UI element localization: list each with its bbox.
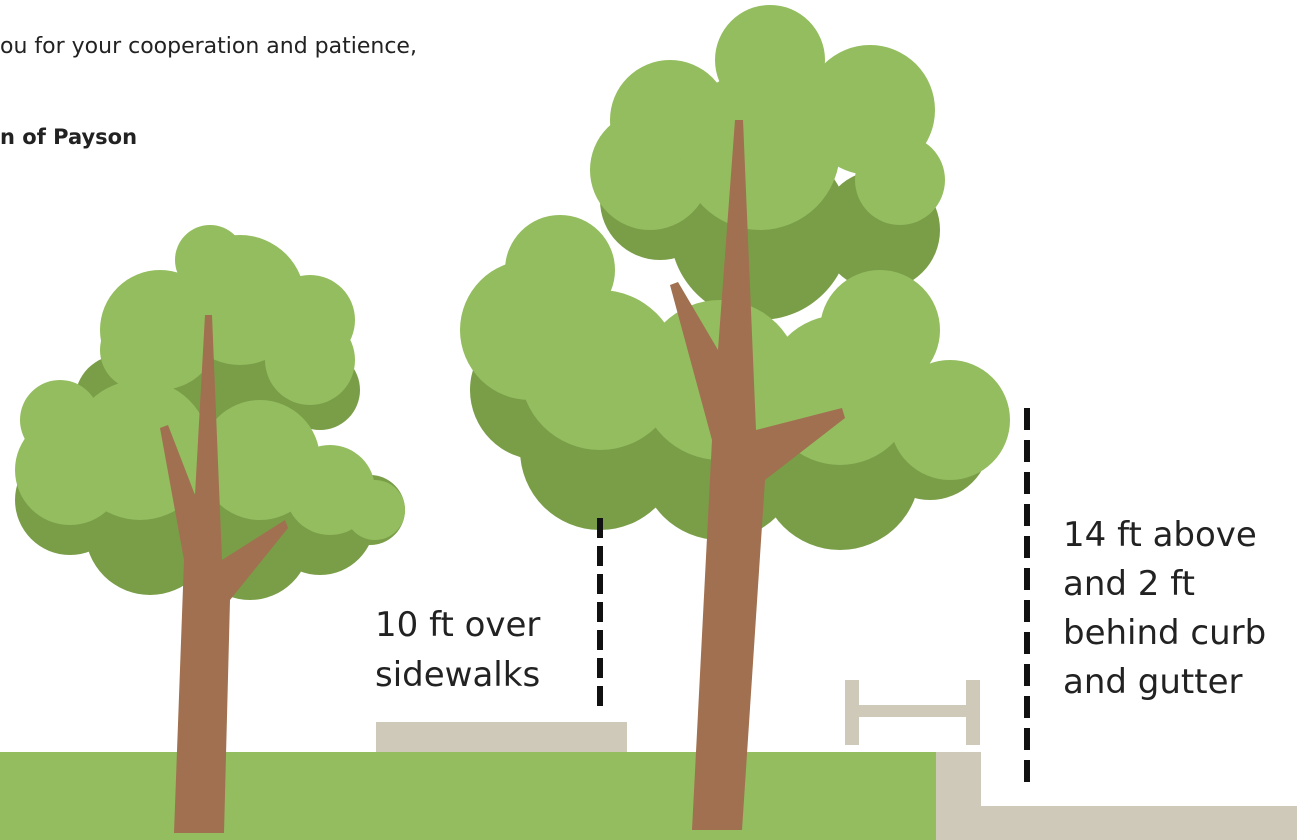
curb: [936, 752, 981, 840]
label-line: behind curb: [1063, 613, 1266, 653]
label-line: and 2 ft: [1063, 564, 1195, 604]
small-tree: [15, 225, 405, 833]
page: ou for your cooperation and patience, n …: [0, 0, 1297, 840]
closing-text: ou for your cooperation and patience,: [0, 34, 417, 59]
label-line: sidewalks: [375, 655, 540, 695]
label-line: and gutter: [1063, 662, 1242, 702]
ground: [0, 752, 936, 840]
street: [981, 806, 1297, 840]
setback-bracket: [845, 680, 980, 745]
illustration: ou for your cooperation and patience, n …: [0, 0, 1297, 840]
sidewalk-label: 10 ft over sidewalks: [375, 605, 551, 695]
label-line: 10 ft over: [375, 605, 540, 645]
signature: n of Payson: [0, 125, 137, 149]
street-label: 14 ft above and 2 ft behind curb and gut…: [1063, 515, 1277, 702]
label-line: 14 ft above: [1063, 515, 1257, 555]
sidewalk: [376, 722, 627, 752]
